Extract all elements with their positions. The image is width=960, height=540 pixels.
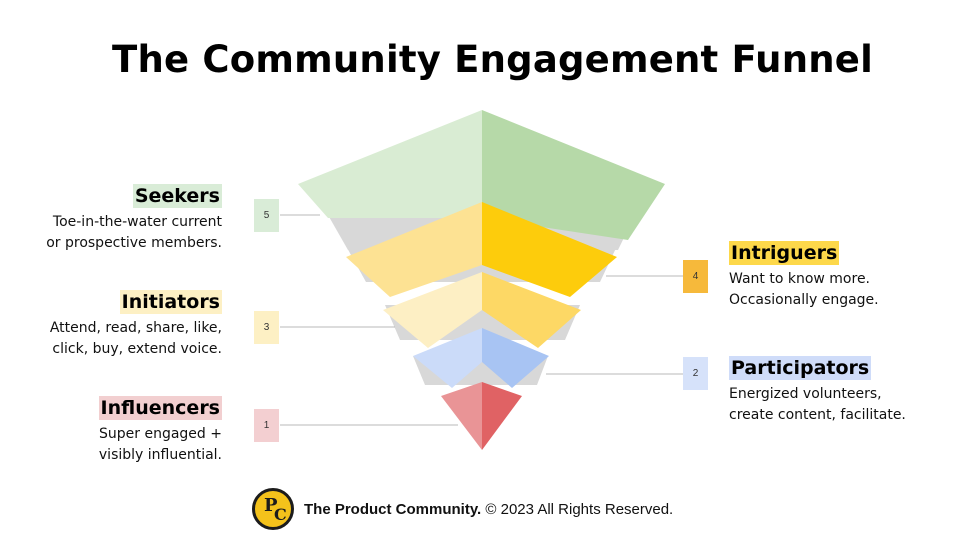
footer-copyright: The Product Community. © 2023 All Rights… — [304, 501, 673, 518]
funnel-seekers-right — [482, 110, 665, 240]
funnel-participators-right — [482, 328, 549, 388]
stage-label-initiators: Initiators Attend, read, share, like, cl… — [50, 290, 222, 360]
footer-rights: © 2023 All Rights Reserved. — [485, 500, 674, 518]
stage-description-line: visibly influential. — [98, 447, 222, 463]
stage-label-seekers: Seekers Toe-in-the-water current or pros… — [46, 184, 222, 254]
logo-letter-p: P — [264, 495, 278, 516]
stage-description-influencers: Super engaged + visibly influential. — [99, 424, 222, 466]
stage-heading-intriguers: Intriguers — [729, 241, 840, 265]
footer-brand: The Product Community. — [304, 500, 482, 518]
stage-description-intriguers: Want to know more. Occasionally engage. — [729, 269, 879, 311]
footer: P C The Product Community. © 2023 All Ri… — [252, 487, 673, 531]
page-title: The Community Engagement Funnel — [112, 38, 873, 81]
stage-heading-initiators: Initiators — [119, 290, 222, 314]
stage-description-line: Super engaged + — [99, 426, 222, 442]
funnel-seekers-left — [298, 110, 482, 218]
stage-description-line: create content, facilitate. — [729, 407, 906, 423]
stage-description-line: Want to know more. — [729, 271, 871, 287]
stage-number-box-1: 1 — [254, 409, 279, 442]
stage-description-line: or prospective members. — [46, 235, 222, 251]
stage-label-participators: Participators Energized volunteers, crea… — [729, 356, 906, 426]
stage-number-box-4: 4 — [683, 260, 708, 293]
stage-number-box-2: 2 — [683, 357, 708, 390]
stage-number-box-5: 5 — [254, 199, 279, 232]
stage-heading-seekers: Seekers — [132, 184, 222, 208]
stage-heading-influencers: Influencers — [98, 396, 222, 420]
stage-heading-participators: Participators — [729, 356, 872, 380]
logo-letter-c: C — [274, 505, 287, 524]
product-community-logo: P C — [252, 488, 294, 530]
stage-label-influencers: Influencers Super engaged + visibly infl… — [98, 396, 222, 466]
stage-description-seekers: Toe-in-the-water current or prospective … — [46, 212, 222, 254]
funnel-influencers-right — [482, 382, 522, 450]
stage-description-participators: Energized volunteers, create content, fa… — [729, 384, 906, 426]
stage-description-line: Toe-in-the-water current — [52, 214, 222, 230]
funnel-intriguers-right — [482, 202, 617, 297]
funnel-initiators-right — [482, 272, 581, 348]
stage-description-line: Energized volunteers, — [729, 386, 882, 402]
stage-description-line: click, buy, extend voice. — [52, 341, 222, 357]
stage-description-initiators: Attend, read, share, like, click, buy, e… — [50, 318, 222, 360]
funnel-intriguers-left — [346, 202, 482, 297]
stage-label-intriguers: Intriguers Want to know more. Occasional… — [729, 241, 879, 311]
stage-number-box-3: 3 — [254, 311, 279, 344]
funnel-initiators-left — [383, 272, 482, 348]
funnel-influencers-left — [441, 382, 482, 450]
stage-description-line: Attend, read, share, like, — [49, 320, 222, 336]
stage-description-line: Occasionally engage. — [729, 292, 879, 308]
funnel-participators-left — [413, 328, 482, 388]
